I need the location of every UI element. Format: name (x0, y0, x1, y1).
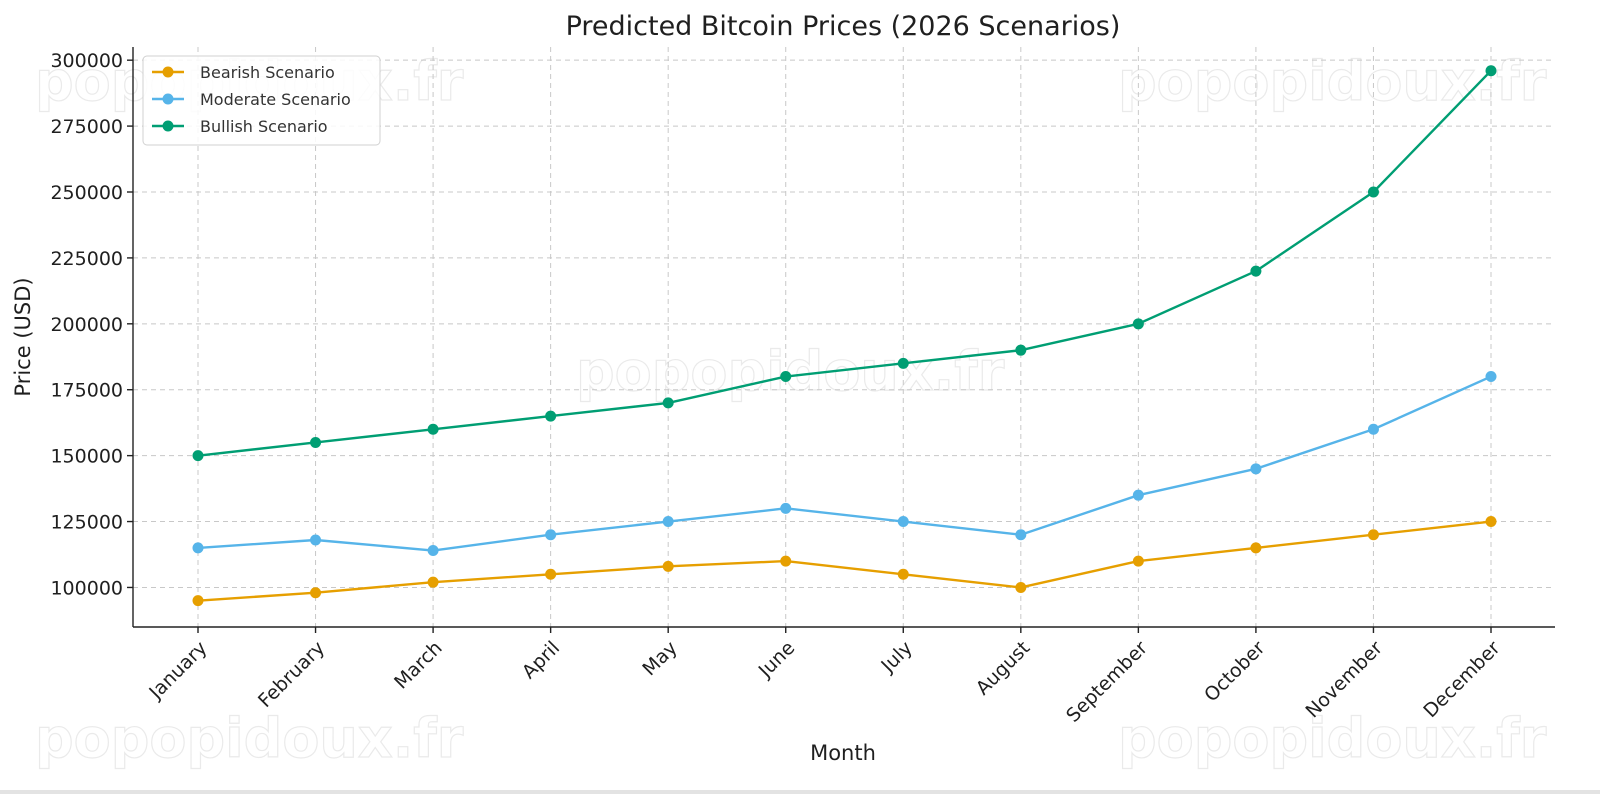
chart-title: Predicted Bitcoin Prices (2026 Scenarios… (566, 11, 1121, 42)
bottom-divider (0, 790, 1600, 794)
bearish-scenario-point (1132, 555, 1144, 567)
moderate-scenario-point (310, 534, 322, 546)
bullish-scenario-point (310, 436, 322, 448)
moderate-scenario-point (662, 516, 674, 528)
watermark-layer: popopidoux.fr popopidoux.fr popopidoux.f… (34, 49, 1547, 770)
watermark-bottom-right: popopidoux.fr (1118, 707, 1547, 770)
bearish-scenario-point (1485, 516, 1497, 528)
legend-box (142, 55, 381, 146)
x-tick-label: October (1200, 637, 1269, 706)
watermark-top-right: popopidoux.fr (1118, 50, 1547, 113)
legend: Bearish Scenario Moderate Scenario Bullish… (142, 55, 381, 146)
x-tick-label: July (876, 637, 916, 677)
bullish-scenario-series (192, 65, 1497, 462)
x-tick-label: February (254, 637, 329, 712)
legend-label: Bearish Scenario (200, 63, 335, 82)
moderate-scenario-point (545, 529, 557, 541)
bullish-scenario-point (1132, 318, 1144, 330)
legend-label: Bullish Scenario (200, 117, 328, 136)
x-tick-label: March (390, 637, 447, 694)
bullish-scenario-point (1367, 186, 1379, 198)
moderate-scenario-point (780, 502, 792, 514)
bullish-scenario-point (427, 423, 439, 435)
bullish-scenario-point (545, 410, 557, 422)
bearish-scenario-series (192, 516, 1497, 607)
y-axis-label: Price (USD) (11, 277, 35, 396)
legend-swatch-marker (162, 120, 174, 132)
bullish-scenario-point (662, 397, 674, 409)
y-tick-label: 275000 (50, 116, 123, 138)
legend-label: Moderate Scenario (200, 90, 351, 109)
x-tick-label: August (972, 637, 1035, 700)
bearish-scenario-point (1250, 542, 1262, 554)
legend-swatch-marker (162, 93, 174, 105)
bearish-scenario-point (780, 555, 792, 567)
legend-item-bullish-scenario: Bullish Scenario (152, 117, 328, 136)
moderate-scenario-point (1132, 489, 1144, 501)
x-axis-label: Month (810, 741, 876, 765)
bullish-scenario-point (1485, 65, 1497, 77)
bearish-scenario-point (310, 587, 322, 599)
moderate-scenario-point (1367, 423, 1379, 435)
y-tick-label: 200000 (50, 314, 123, 336)
bearish-scenario-point (192, 595, 204, 607)
y-tick-label: 150000 (50, 446, 123, 468)
y-tick-label: 225000 (50, 248, 123, 270)
legend-swatch-marker (162, 66, 174, 78)
watermark-bottom-left: popopidoux.fr (35, 707, 464, 770)
bearish-scenario-point (545, 568, 557, 580)
moderate-scenario-point (427, 545, 439, 557)
moderate-scenario-series (192, 371, 1497, 557)
bullish-scenario-point (780, 371, 792, 383)
bearish-scenario-point (1367, 529, 1379, 541)
bullish-scenario-line (197, 69, 1492, 457)
x-tick-label: June (754, 637, 800, 683)
moderate-scenario-point (192, 542, 204, 554)
series-layer (192, 65, 1497, 607)
bullish-scenario-point (1250, 265, 1262, 277)
moderate-scenario-point (1015, 529, 1027, 541)
bearish-scenario-point (897, 568, 909, 580)
moderate-scenario-point (1250, 463, 1262, 475)
moderate-scenario-point (1485, 371, 1497, 383)
moderate-scenario-line (197, 375, 1492, 552)
legend-item-bearish-scenario: Bearish Scenario (152, 63, 335, 82)
bearish-scenario-point (662, 560, 674, 572)
y-tick-label: 125000 (50, 512, 123, 534)
y-tick-label: 250000 (50, 182, 123, 204)
bearish-scenario-point (1015, 581, 1027, 593)
bullish-scenario-point (1015, 344, 1027, 356)
x-tick-label: May (638, 637, 681, 680)
bearish-scenario-line (197, 520, 1492, 602)
bullish-scenario-point (897, 357, 909, 369)
legend-item-moderate-scenario: Moderate Scenario (152, 90, 351, 109)
moderate-scenario-point (897, 516, 909, 528)
y-tick-label: 100000 (50, 577, 123, 599)
y-tick-label: 175000 (50, 380, 123, 402)
watermark-center: popopidoux.fr (576, 340, 1005, 403)
bearish-scenario-point (427, 576, 439, 588)
x-tick-label: April (518, 637, 564, 683)
x-tick-label: January (144, 637, 211, 704)
y-tick-label: 300000 (50, 50, 123, 72)
bullish-scenario-point (192, 450, 204, 462)
